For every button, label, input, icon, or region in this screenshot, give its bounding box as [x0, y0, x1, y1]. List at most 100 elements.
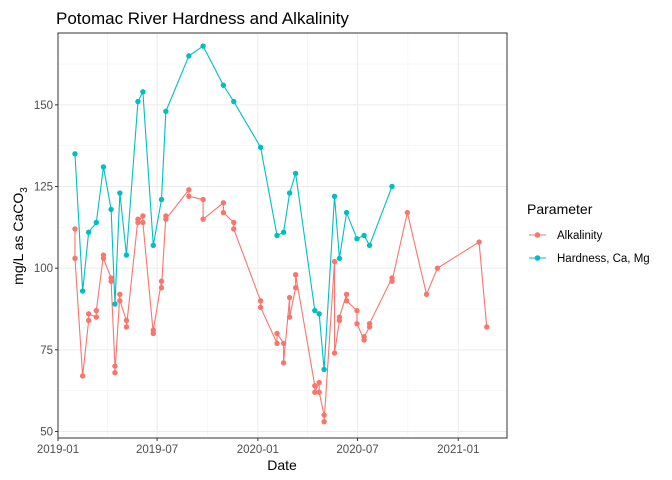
- data-point-alkalinity: [343, 298, 350, 304]
- legend-key-point-alkalinity: [534, 232, 541, 238]
- y-axis-title-subscript: 3: [19, 187, 30, 193]
- series-layer: [72, 43, 490, 425]
- data-point-alkalinity: [140, 219, 146, 226]
- data-point-hardness: [389, 183, 395, 190]
- data-point-alkalinity: [361, 334, 367, 340]
- data-point-hardness: [108, 206, 114, 213]
- data-point-alkalinity: [434, 265, 441, 271]
- data-point-alkalinity: [331, 258, 338, 265]
- data-point-hardness: [85, 229, 92, 235]
- data-point-alkalinity: [366, 320, 373, 327]
- data-point-alkalinity: [321, 412, 327, 418]
- y-tick-label: 150: [34, 100, 53, 112]
- data-point-alkalinity: [158, 285, 165, 291]
- data-point-alkalinity: [316, 389, 322, 395]
- data-point-alkalinity: [274, 340, 280, 346]
- data-point-hardness: [150, 242, 156, 248]
- data-point-alkalinity: [389, 278, 395, 284]
- data-point-hardness: [354, 236, 360, 242]
- x-tick-label: 2021-01: [437, 444, 479, 456]
- plot-panel: [57, 32, 508, 439]
- series-line-hardness: [74, 45, 393, 370]
- data-point-alkalinity: [280, 360, 287, 366]
- data-point-hardness: [79, 288, 86, 294]
- data-point-alkalinity: [316, 379, 322, 386]
- data-point-hardness: [312, 307, 318, 314]
- data-point-alkalinity: [200, 216, 206, 222]
- data-point-hardness: [366, 242, 373, 248]
- data-point-alkalinity: [312, 389, 318, 395]
- data-point-alkalinity: [186, 187, 192, 193]
- data-point-hardness: [112, 301, 118, 307]
- data-point-hardness: [72, 151, 78, 157]
- data-point-alkalinity: [186, 193, 192, 200]
- data-point-alkalinity: [112, 363, 118, 369]
- data-point-hardness: [257, 144, 264, 151]
- data-point-alkalinity: [100, 255, 107, 262]
- data-point-hardness: [220, 82, 227, 88]
- data-point-alkalinity: [257, 304, 264, 311]
- data-point-alkalinity: [135, 219, 141, 226]
- data-point-alkalinity: [200, 196, 206, 203]
- data-point-hardness: [231, 98, 237, 105]
- y-tick-label: 125: [34, 182, 53, 194]
- data-point-alkalinity: [404, 209, 411, 216]
- data-point-hardness: [361, 232, 367, 239]
- data-point-hardness: [186, 53, 192, 59]
- data-point-alkalinity: [72, 255, 78, 262]
- series-line-alkalinity: [74, 188, 488, 422]
- x-tick-label: 2019-01: [37, 444, 79, 456]
- data-point-hardness: [343, 209, 350, 216]
- data-point-alkalinity: [231, 226, 237, 232]
- legend-label-hardness: Hardness, Ca, Mg: [557, 253, 650, 265]
- data-point-hardness: [336, 255, 343, 262]
- data-point-hardness: [280, 229, 287, 235]
- series-hardness: [72, 43, 395, 373]
- data-point-hardness: [316, 311, 322, 317]
- major-gridlines: [57, 33, 507, 438]
- y-axis: 50 75 100 125 150: [34, 100, 58, 438]
- data-point-hardness: [286, 190, 293, 196]
- y-axis-title-main: mg/L as CaCO: [10, 193, 26, 285]
- data-point-alkalinity: [280, 340, 287, 346]
- data-point-hardness: [123, 252, 130, 258]
- data-point-alkalinity: [85, 311, 92, 317]
- data-point-alkalinity: [336, 314, 343, 320]
- data-point-alkalinity: [231, 219, 237, 226]
- data-point-hardness: [163, 108, 169, 115]
- data-point-alkalinity: [79, 373, 86, 379]
- data-point-alkalinity: [93, 307, 100, 314]
- y-tick-label: 100: [34, 263, 53, 275]
- data-point-hardness: [200, 43, 206, 49]
- x-tick-label: 2020-01: [237, 444, 279, 456]
- data-point-alkalinity: [354, 307, 360, 314]
- data-point-alkalinity: [150, 327, 156, 333]
- data-point-hardness: [140, 89, 146, 95]
- data-point-hardness: [158, 196, 165, 203]
- data-point-hardness: [274, 232, 280, 239]
- data-point-alkalinity: [286, 314, 293, 320]
- x-axis: 2019-01 2019-07 2020-01 2020-07 2021-01: [37, 438, 479, 456]
- data-point-hardness: [135, 98, 141, 105]
- data-point-alkalinity: [484, 324, 490, 330]
- data-point-alkalinity: [140, 213, 146, 219]
- data-point-alkalinity: [331, 350, 338, 356]
- data-point-alkalinity: [85, 317, 92, 324]
- chart-title: Potomac River Hardness and Alkalinity: [56, 9, 349, 28]
- data-point-alkalinity: [163, 216, 169, 222]
- data-point-alkalinity: [343, 291, 350, 297]
- x-axis-title: Date: [267, 457, 297, 473]
- data-point-alkalinity: [354, 320, 360, 327]
- data-point-alkalinity: [312, 383, 318, 389]
- minor-gridlines: [58, 33, 507, 438]
- legend-key-point-hardness: [534, 255, 541, 261]
- panel-border: [57, 32, 508, 439]
- data-point-hardness: [117, 190, 123, 196]
- data-point-alkalinity: [123, 317, 130, 324]
- data-point-alkalinity: [220, 209, 227, 216]
- x-tick-label: 2020-07: [336, 444, 378, 456]
- data-point-alkalinity: [292, 271, 299, 278]
- data-point-alkalinity: [117, 298, 123, 304]
- data-point-alkalinity: [286, 294, 293, 301]
